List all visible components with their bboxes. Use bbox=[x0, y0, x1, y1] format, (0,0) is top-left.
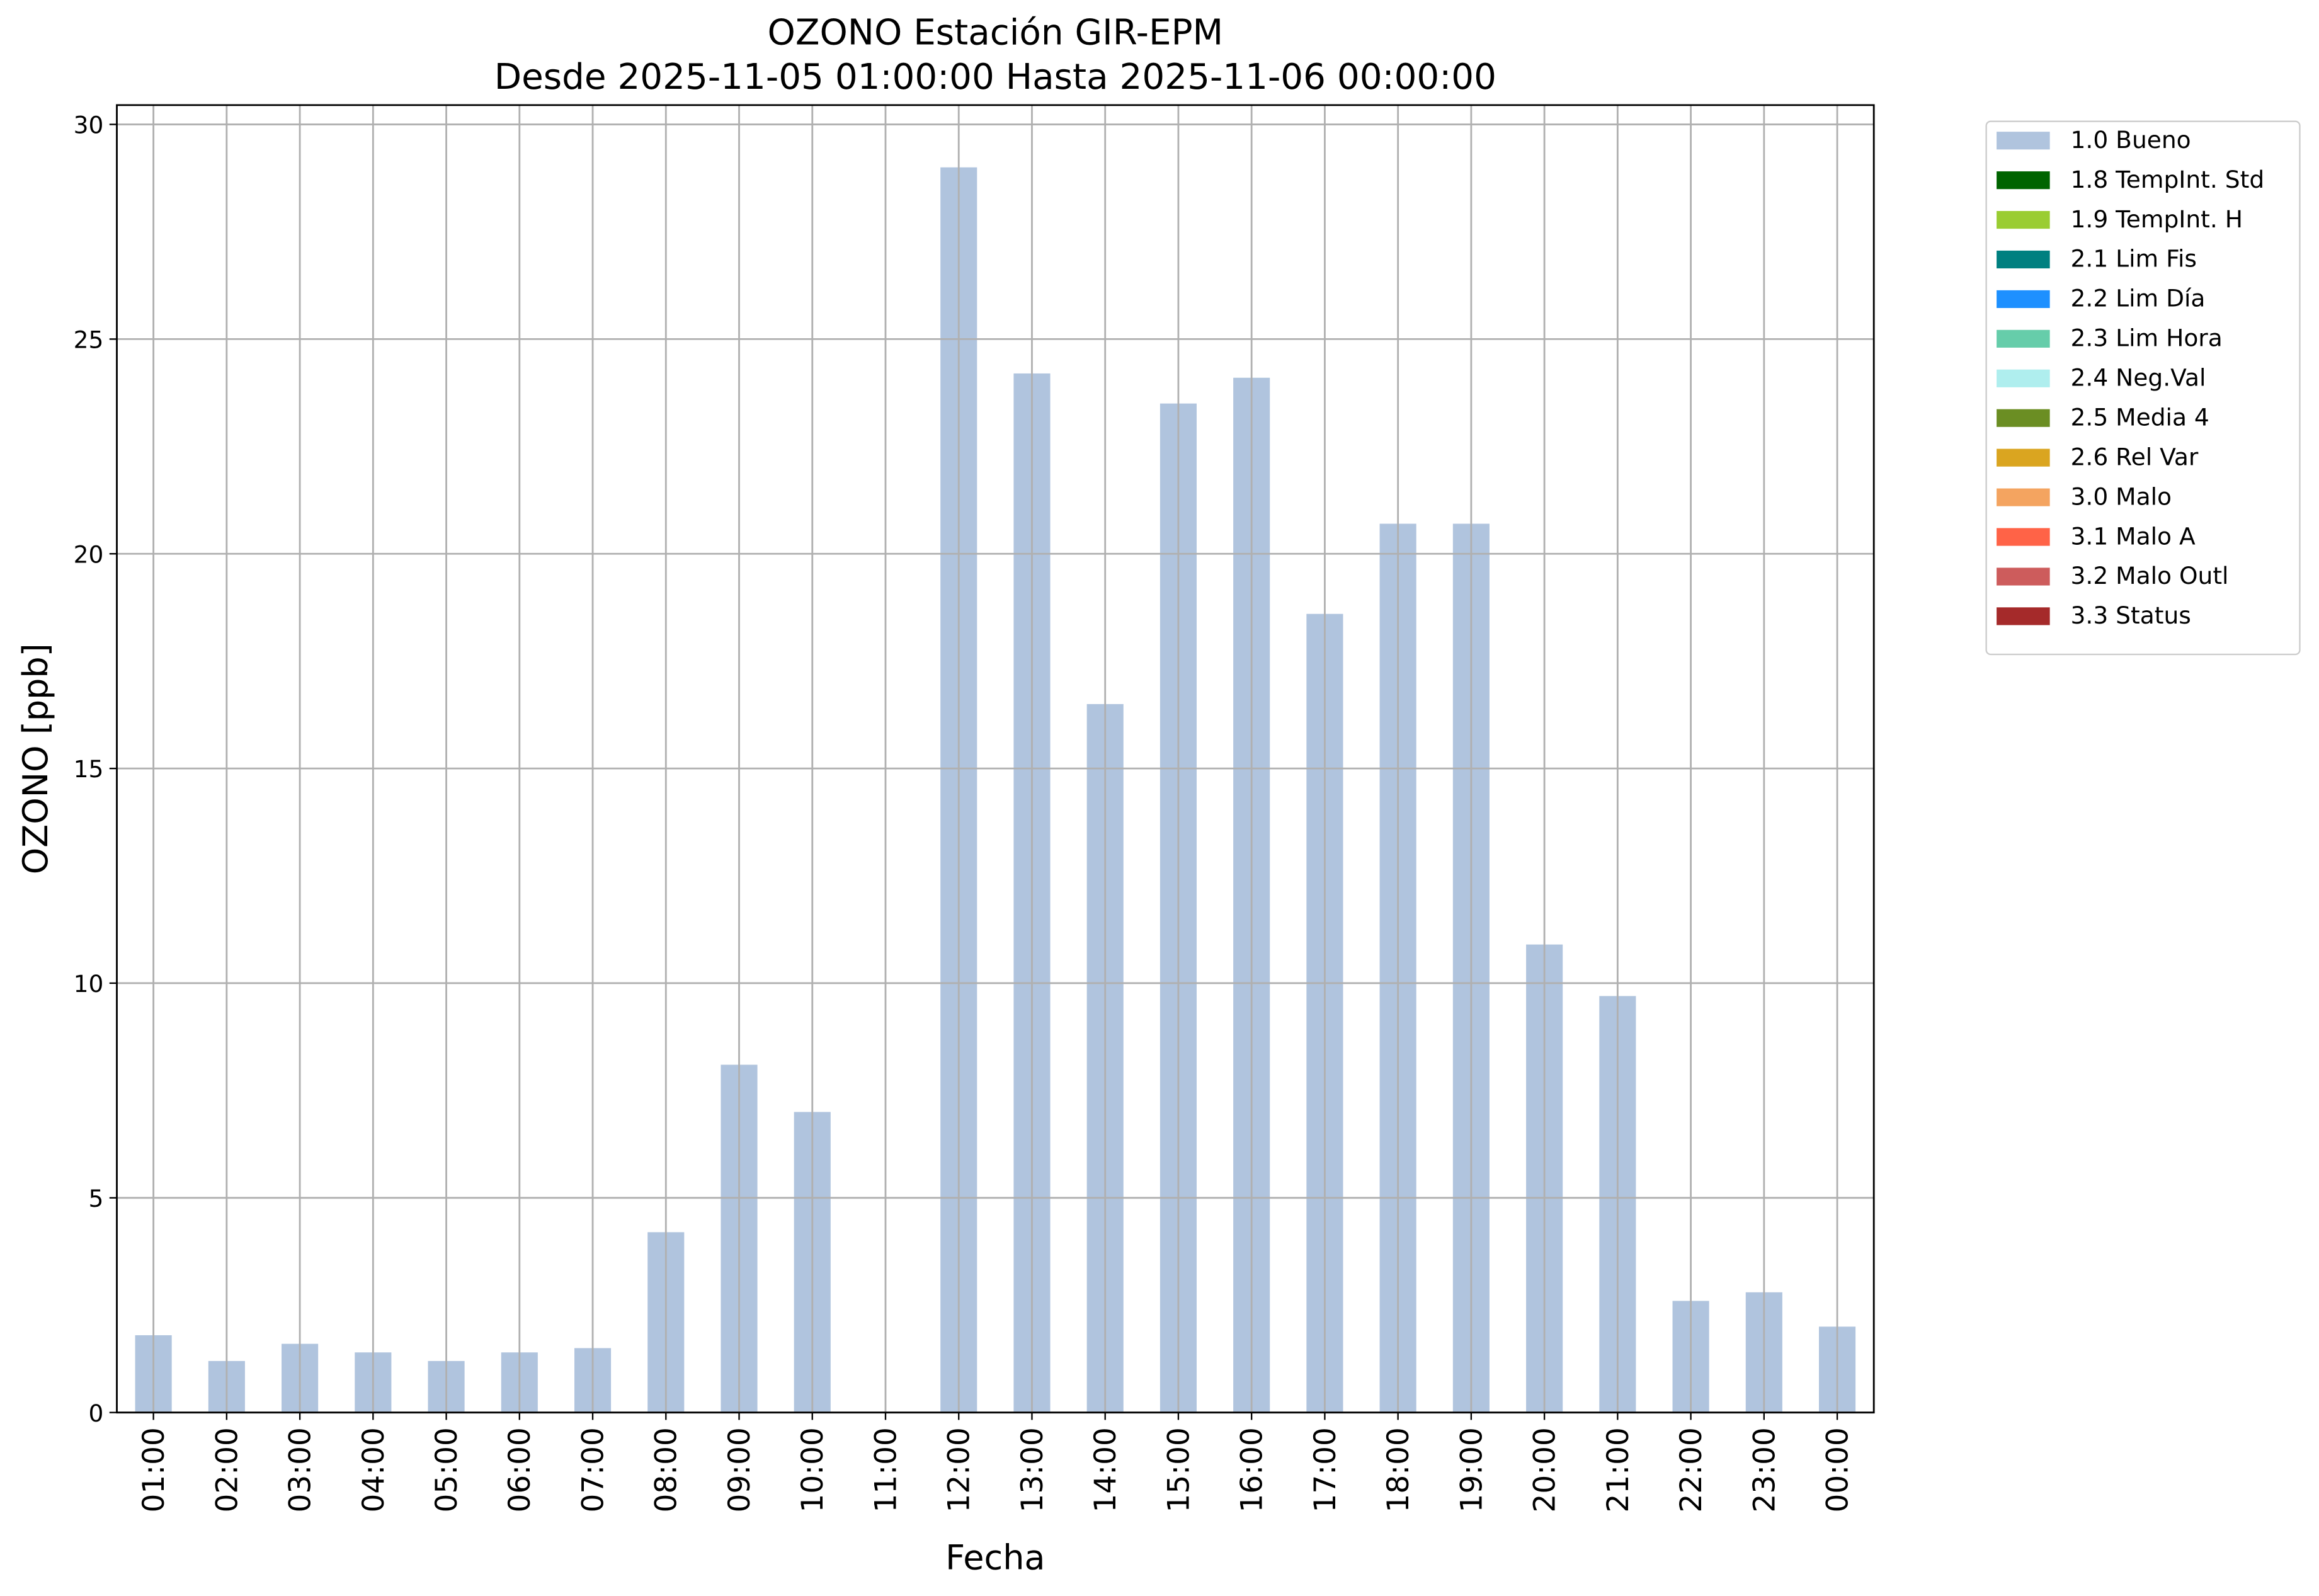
legend-label: 1.8 TempInt. Std bbox=[2071, 166, 2265, 193]
legend-swatch bbox=[1997, 369, 2050, 387]
x-tick-label: 21:00 bbox=[1601, 1427, 1636, 1512]
x-axis-label: Fecha bbox=[945, 1538, 1045, 1578]
x-tick-label: 04:00 bbox=[356, 1427, 391, 1512]
x-tick-label: 17:00 bbox=[1308, 1427, 1343, 1512]
y-tick-label: 25 bbox=[74, 326, 104, 353]
x-tick-label: 15:00 bbox=[1161, 1427, 1196, 1512]
x-tick-label: 13:00 bbox=[1015, 1427, 1050, 1512]
y-tick-label: 0 bbox=[88, 1399, 103, 1427]
x-tick-label: 16:00 bbox=[1235, 1427, 1270, 1512]
y-tick-label: 10 bbox=[74, 970, 104, 998]
legend-label: 3.1 Malo A bbox=[2071, 522, 2196, 550]
x-tick-label: 12:00 bbox=[942, 1427, 977, 1512]
x-tick-label: 02:00 bbox=[210, 1427, 244, 1512]
y-tick-label: 15 bbox=[74, 755, 104, 783]
legend-swatch bbox=[1997, 528, 2050, 546]
x-tick-label: 07:00 bbox=[576, 1427, 610, 1512]
x-tick-label: 00:00 bbox=[1821, 1427, 1855, 1512]
legend-swatch bbox=[1997, 290, 2050, 309]
chart-subtitle: Desde 2025-11-05 01:00:00 Hasta 2025-11-… bbox=[494, 57, 1496, 98]
legend-swatch bbox=[1997, 210, 2050, 229]
x-tick-label: 10:00 bbox=[795, 1427, 830, 1512]
x-tick-label: 22:00 bbox=[1674, 1427, 1709, 1512]
chart-title: OZONO Estación GIR-EPM bbox=[768, 13, 1224, 54]
x-tick-label: 05:00 bbox=[430, 1427, 464, 1512]
x-tick-label: 11:00 bbox=[869, 1427, 903, 1512]
legend-label: 3.3 Status bbox=[2071, 601, 2191, 629]
x-tick-label: 06:00 bbox=[503, 1427, 537, 1512]
legend-label: 3.2 Malo Outl bbox=[2071, 562, 2229, 590]
legend-swatch bbox=[1997, 329, 2050, 348]
x-tick-label: 09:00 bbox=[722, 1427, 757, 1512]
legend-label: 2.5 Media 4 bbox=[2071, 403, 2209, 431]
legend-label: 2.1 Lim Fis bbox=[2071, 245, 2197, 273]
legend-swatch bbox=[1997, 250, 2050, 269]
legend-swatch bbox=[1997, 488, 2050, 506]
legend-label: 1.9 TempInt. H bbox=[2071, 205, 2243, 233]
legend-box bbox=[1985, 120, 2301, 656]
legend-swatch bbox=[1997, 607, 2050, 625]
legend-swatch bbox=[1997, 171, 2050, 190]
legend-label: 3.0 Malo bbox=[2071, 482, 2172, 510]
legend-swatch bbox=[1997, 567, 2050, 586]
x-tick-label: 18:00 bbox=[1381, 1427, 1416, 1512]
legend-label: 2.6 Rel Var bbox=[2071, 443, 2199, 470]
legend-swatch bbox=[1997, 409, 2050, 427]
x-tick-label: 23:00 bbox=[1747, 1427, 1782, 1512]
legend-label: 2.3 Lim Hora bbox=[2071, 324, 2223, 352]
y-tick-label: 5 bbox=[88, 1185, 103, 1212]
legend-label: 1.0 Bueno bbox=[2071, 126, 2191, 154]
x-tick-label: 01:00 bbox=[137, 1427, 171, 1512]
x-tick-label: 03:00 bbox=[283, 1427, 318, 1512]
y-tick-label: 30 bbox=[74, 111, 104, 139]
legend-swatch bbox=[1997, 448, 2050, 467]
legend-swatch bbox=[1997, 132, 2050, 150]
y-tick-label: 20 bbox=[74, 540, 104, 568]
x-tick-label: 14:00 bbox=[1088, 1427, 1123, 1512]
y-axis-label: OZONO [ppb] bbox=[16, 643, 55, 874]
x-tick-label: 08:00 bbox=[649, 1427, 684, 1512]
legend-label: 2.2 Lim Día bbox=[2071, 285, 2206, 312]
x-tick-label: 20:00 bbox=[1528, 1427, 1563, 1512]
plot-frame bbox=[116, 104, 1875, 1414]
x-tick-label: 19:00 bbox=[1454, 1427, 1489, 1512]
legend-label: 2.4 Neg.Val bbox=[2071, 364, 2206, 392]
